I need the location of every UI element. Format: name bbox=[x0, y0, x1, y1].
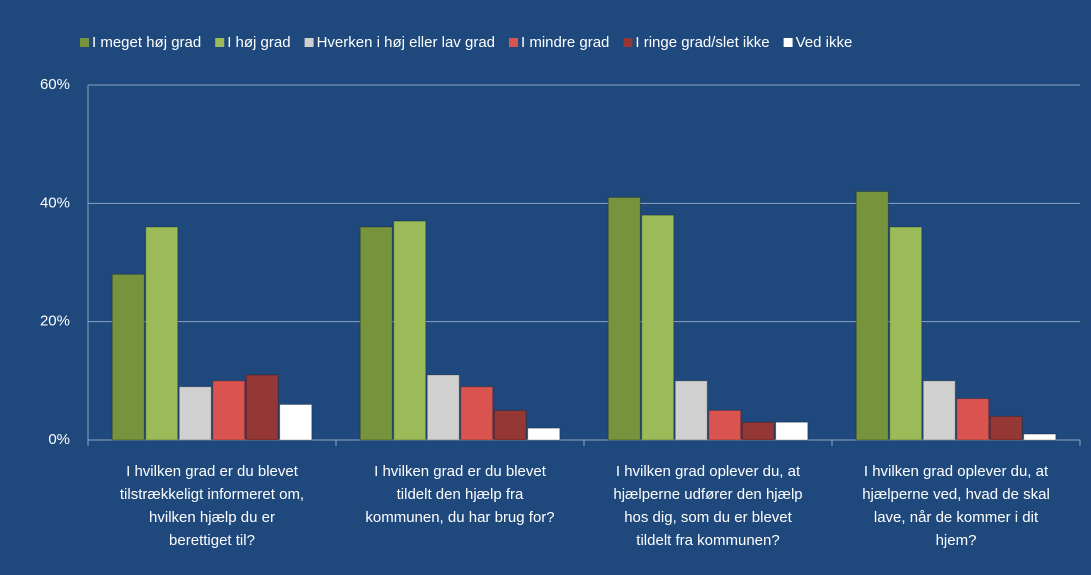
legend-label: I meget høj grad bbox=[92, 34, 201, 51]
bar bbox=[279, 404, 313, 441]
bar bbox=[359, 226, 393, 441]
legend-label: I ringe grad/slet ikke bbox=[635, 34, 769, 51]
bar bbox=[607, 196, 641, 441]
bar bbox=[145, 226, 179, 441]
bar bbox=[393, 220, 427, 441]
legend-swatch bbox=[80, 38, 89, 47]
legend-swatch bbox=[623, 38, 633, 47]
bar bbox=[493, 409, 527, 441]
bar bbox=[111, 273, 145, 441]
bar bbox=[889, 226, 923, 441]
x-tick-label: I hvilken grad er du blevet tildelt den … bbox=[365, 463, 555, 526]
x-tick-label: I hvilken grad oplever du, at hjælperne … bbox=[862, 463, 1050, 549]
y-tick-label: 20% bbox=[40, 313, 70, 330]
bar bbox=[178, 386, 212, 441]
y-tick-label: 0% bbox=[48, 431, 70, 448]
bar bbox=[775, 421, 809, 441]
bar bbox=[460, 386, 494, 441]
bar bbox=[956, 398, 990, 441]
legend-swatch bbox=[509, 38, 518, 47]
legend-label: I høj grad bbox=[227, 34, 290, 51]
x-tick-label: I hvilken grad er du blevet tilstrækkeli… bbox=[119, 463, 305, 549]
legend-swatch bbox=[215, 38, 225, 47]
bar bbox=[922, 380, 956, 441]
bar bbox=[855, 191, 889, 441]
bar bbox=[245, 374, 279, 441]
bar bbox=[641, 214, 675, 441]
y-tick-label: 40% bbox=[40, 194, 70, 211]
bar bbox=[989, 415, 1023, 441]
legend-label: I mindre grad bbox=[521, 34, 609, 51]
bar bbox=[212, 380, 246, 441]
bar bbox=[527, 427, 561, 441]
bar bbox=[708, 409, 742, 441]
legend-swatch bbox=[783, 38, 793, 47]
bar bbox=[1023, 433, 1057, 441]
bar bbox=[674, 380, 708, 441]
x-tick-label: I hvilken grad oplever du, at hjælperne … bbox=[613, 463, 803, 549]
legend-swatch bbox=[304, 38, 314, 47]
bar bbox=[426, 374, 460, 441]
legend-label: Ved ikke bbox=[796, 34, 853, 51]
bar bbox=[741, 421, 775, 441]
legend-label: Hverken i høj eller lav grad bbox=[317, 34, 495, 51]
y-tick-label: 60% bbox=[40, 76, 70, 93]
